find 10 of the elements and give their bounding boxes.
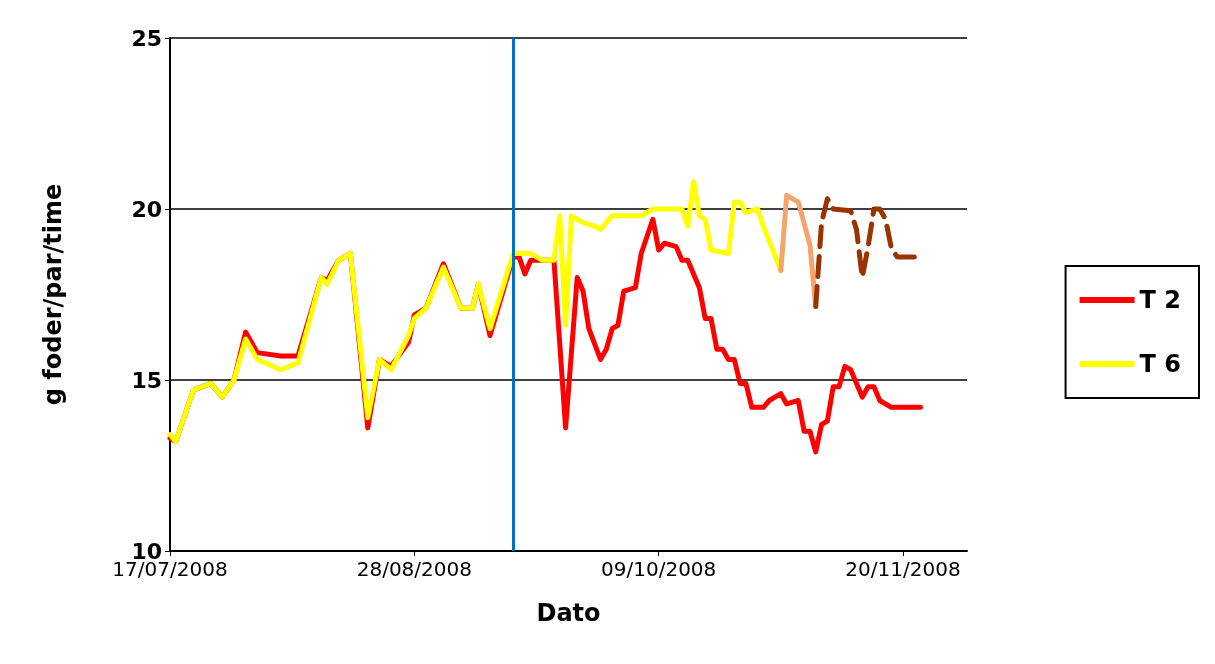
legend-label: T 2 [1139,286,1182,314]
legend-label: T 6 [1139,350,1182,378]
y-tick-label: 25 [131,25,162,51]
y-axis-title: g foder/par/time [39,183,67,406]
x-tick-label: 28/08/2008 [356,557,472,581]
x-axis-title: Dato [536,599,601,627]
y-tick-label: 15 [131,367,162,393]
x-tick-label: 09/10/2008 [601,557,717,581]
y-tick-label: 20 [131,196,162,222]
x-tick-label: 20/11/2008 [845,557,961,581]
